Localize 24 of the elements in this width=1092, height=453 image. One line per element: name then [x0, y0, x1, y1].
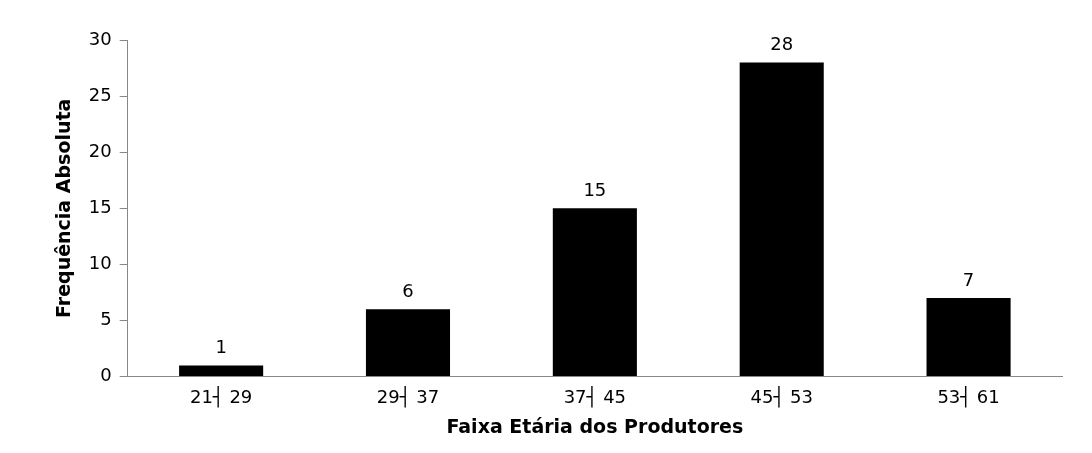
x-axis-title: Faixa Etária dos Produtores [446, 414, 744, 437]
y-axis-title: Frequência Absoluta [52, 98, 75, 318]
y-tick-label: 20 [88, 139, 112, 161]
bar [739, 62, 824, 377]
y-tick-label: 5 [100, 308, 112, 330]
y-tick-label: 30 [88, 27, 112, 49]
data-label: 6 [402, 279, 414, 301]
y-tick-label: 25 [88, 83, 112, 105]
bar [552, 208, 637, 377]
y-tick-label: 15 [88, 195, 112, 217]
x-tick-label: 21┤ 29 [189, 386, 253, 409]
x-tick-label: 53┤ 61 [937, 386, 1000, 409]
data-label: 15 [583, 178, 607, 200]
data-label: 1 [215, 336, 227, 358]
y-tick-label: 0 [100, 364, 112, 386]
data-label: 28 [770, 33, 794, 55]
bar [926, 298, 1011, 377]
bar [365, 309, 451, 377]
y-tick-label: 10 [88, 252, 112, 274]
x-tick-label: 37┤ 45 [563, 386, 627, 409]
x-tick-label: 29┤ 37 [376, 386, 440, 409]
x-tick-label: 45┤ 53 [750, 386, 813, 409]
bar [179, 365, 264, 377]
data-label: 7 [962, 268, 975, 290]
